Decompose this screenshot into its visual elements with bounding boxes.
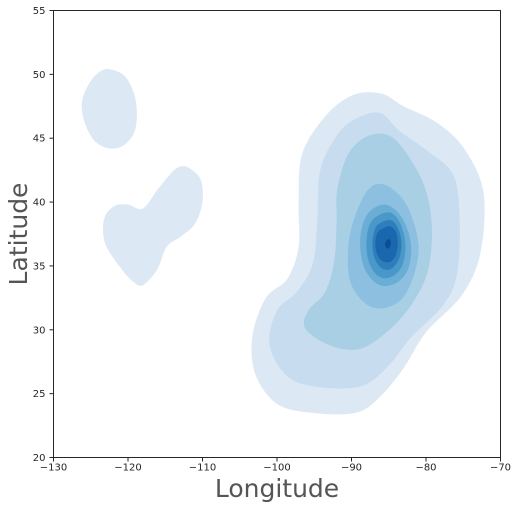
y-tick-label: 40 <box>33 198 46 209</box>
contour-layer <box>81 69 485 415</box>
x-tick-label: −120 <box>114 463 141 474</box>
x-tick-label: −70 <box>490 463 511 474</box>
y-tick-label: 25 <box>33 389 46 400</box>
y-tick-label: 35 <box>33 261 46 272</box>
x-tick-label: −100 <box>263 463 290 474</box>
x-axis-label: Longitude <box>215 474 339 503</box>
y-tick-label: 20 <box>33 453 46 464</box>
x-axis-ticks: −130 −120 −110 −100 −90 −80 −70 <box>40 457 511 474</box>
contour-west-south <box>102 166 203 286</box>
y-tick-label: 45 <box>33 134 46 145</box>
x-tick-label: −110 <box>189 463 216 474</box>
y-axis-ticks: 20 25 30 35 40 45 50 55 <box>33 6 54 464</box>
x-tick-label: −80 <box>415 463 436 474</box>
contour-east-level-9 <box>385 238 391 249</box>
x-tick-label: −130 <box>40 463 67 474</box>
y-tick-label: 30 <box>33 325 46 336</box>
y-tick-label: 55 <box>33 6 46 17</box>
x-tick-label: −90 <box>341 463 362 474</box>
contour-west-north <box>81 69 137 149</box>
y-tick-label: 50 <box>33 70 46 81</box>
y-axis-label: Latitude <box>4 183 33 286</box>
